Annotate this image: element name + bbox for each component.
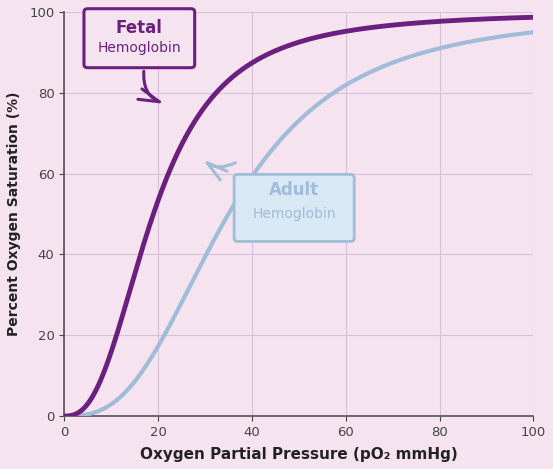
Text: Hemoglobin: Hemoglobin xyxy=(97,41,181,55)
Text: Fetal: Fetal xyxy=(116,19,163,37)
Text: Adult: Adult xyxy=(269,181,319,199)
FancyBboxPatch shape xyxy=(234,174,354,242)
Text: Hemoglobin: Hemoglobin xyxy=(252,207,336,221)
X-axis label: Oxygen Partial Pressure (pO₂ mmHg): Oxygen Partial Pressure (pO₂ mmHg) xyxy=(140,447,458,462)
Y-axis label: Percent Oxygen Saturation (%): Percent Oxygen Saturation (%) xyxy=(7,92,21,336)
FancyBboxPatch shape xyxy=(84,9,195,68)
